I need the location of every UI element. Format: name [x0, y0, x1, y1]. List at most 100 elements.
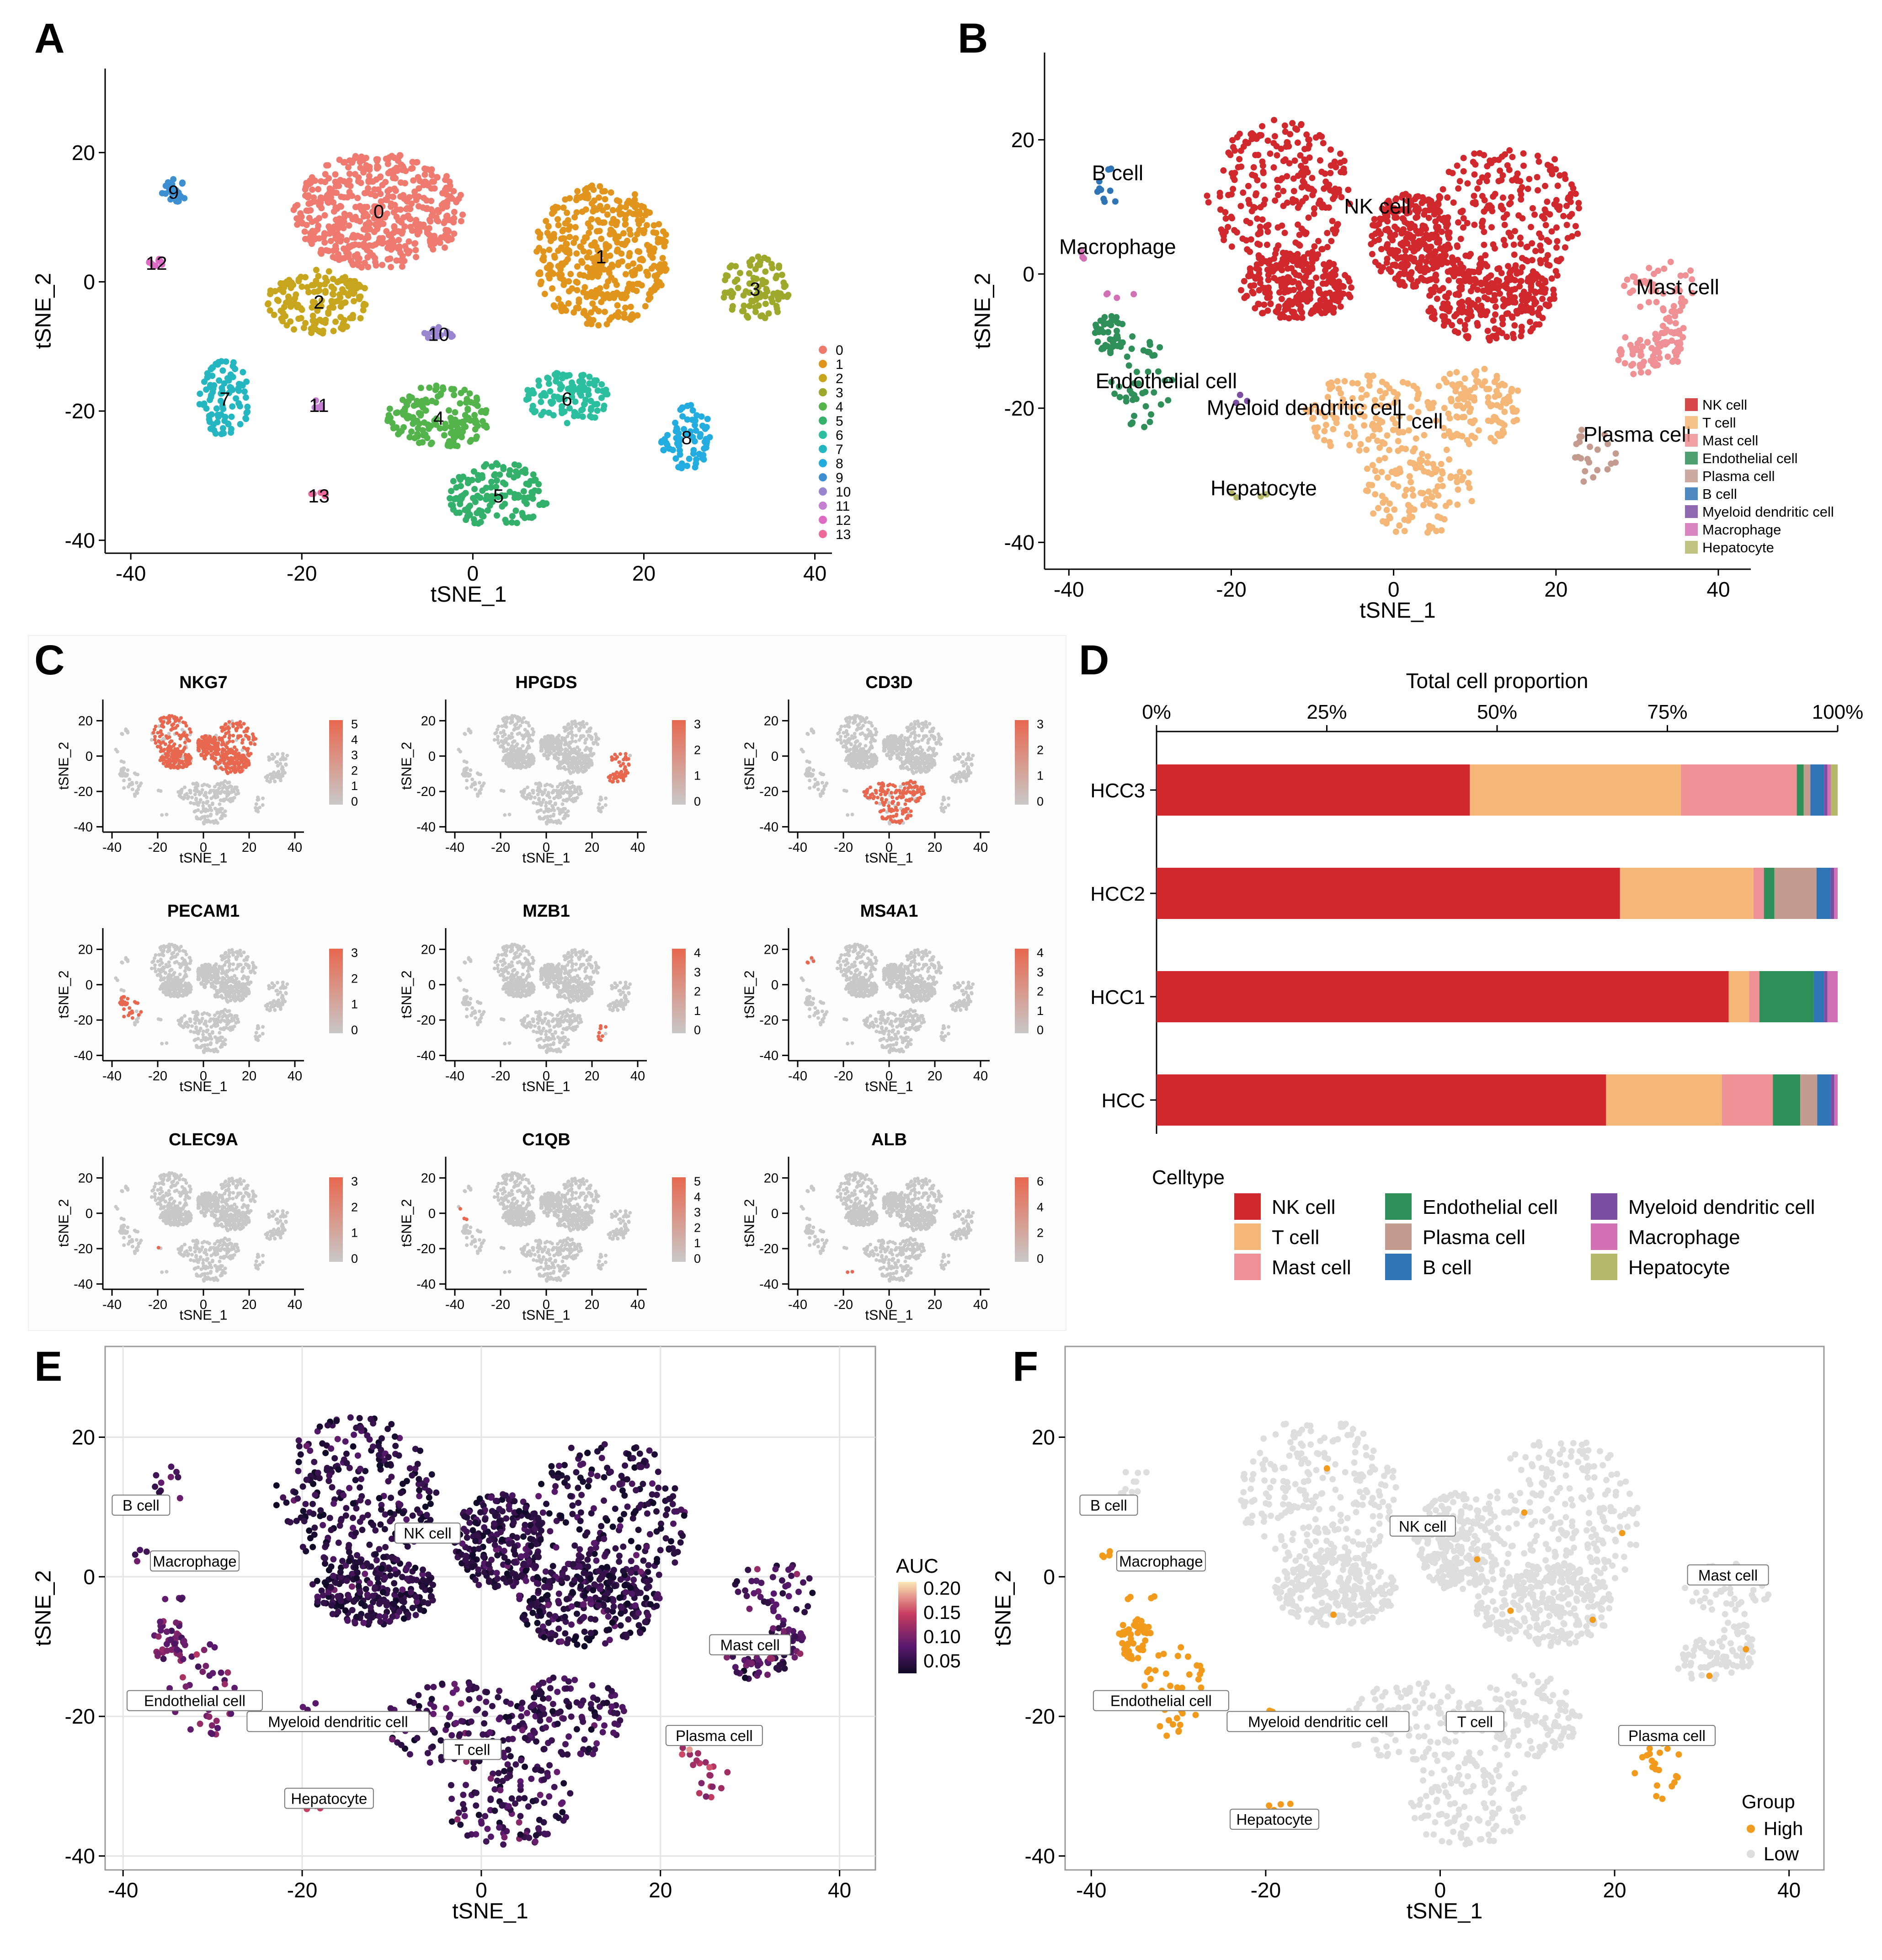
cell-type-label: Endothelial cell	[1096, 369, 1237, 393]
data-point	[402, 243, 409, 250]
data-point	[624, 285, 631, 292]
data-point	[205, 800, 209, 804]
data-point	[415, 203, 422, 210]
data-point	[178, 754, 182, 758]
y-axis-title: tSNE_2	[970, 273, 995, 349]
data-point	[153, 737, 157, 742]
data-point	[1225, 192, 1232, 198]
data-point	[1513, 308, 1520, 315]
data-point	[328, 194, 334, 201]
data-point	[219, 425, 226, 432]
data-point	[1650, 353, 1657, 360]
data-point	[1146, 418, 1153, 425]
data-point	[356, 255, 363, 262]
data-point	[167, 732, 171, 736]
data-point	[1116, 394, 1123, 401]
data-point	[629, 314, 636, 321]
data-point	[602, 386, 609, 393]
data-point	[366, 242, 373, 249]
data-point	[1382, 227, 1389, 234]
data-point	[365, 185, 372, 192]
data-point	[1471, 192, 1477, 199]
data-point	[1411, 461, 1418, 468]
data-point	[1500, 399, 1507, 406]
data-point	[1491, 156, 1498, 163]
data-point	[1369, 422, 1376, 429]
data-point	[445, 407, 452, 414]
data-point	[396, 153, 403, 160]
data-point	[322, 289, 329, 296]
data-point	[1542, 301, 1549, 308]
data-point	[589, 255, 596, 262]
data-point	[1363, 487, 1370, 494]
data-point	[184, 724, 188, 728]
data-point	[376, 205, 383, 212]
data-point	[509, 513, 516, 519]
data-point	[1101, 314, 1108, 320]
data-point	[202, 820, 206, 824]
data-point	[177, 794, 181, 798]
data-point	[1361, 422, 1368, 429]
data-point	[1322, 280, 1329, 287]
data-point	[158, 717, 162, 721]
data-point	[501, 717, 505, 721]
data-point	[1646, 265, 1653, 272]
data-point	[357, 165, 364, 171]
data-point	[227, 780, 231, 785]
data-point	[1574, 230, 1581, 237]
data-point	[496, 727, 499, 732]
data-point	[587, 398, 594, 404]
data-point	[190, 796, 194, 800]
data-point	[235, 381, 242, 387]
data-point	[211, 819, 215, 823]
data-point	[1354, 380, 1361, 387]
data-point	[1401, 528, 1408, 534]
data-point	[1358, 386, 1365, 393]
data-point	[1475, 427, 1482, 434]
data-point	[445, 228, 452, 235]
data-point	[531, 409, 538, 416]
data-point	[1357, 441, 1364, 448]
data-point	[1399, 279, 1406, 286]
data-point	[498, 745, 502, 749]
data-point	[421, 165, 428, 172]
data-point	[1374, 474, 1381, 481]
data-point	[1621, 283, 1628, 289]
data-point	[1408, 276, 1415, 283]
data-point	[366, 173, 373, 179]
data-point	[538, 392, 545, 399]
data-point	[493, 732, 497, 736]
data-point	[464, 396, 470, 402]
data-point	[1309, 175, 1316, 182]
data-point	[1274, 184, 1281, 191]
data-point	[512, 507, 519, 514]
data-point	[563, 307, 570, 314]
data-point	[554, 370, 561, 377]
data-point	[1422, 264, 1429, 271]
data-point	[1468, 300, 1475, 307]
data-point	[662, 231, 669, 238]
y-tick-label: 20	[72, 141, 95, 165]
data-point	[205, 820, 209, 824]
data-point	[1518, 323, 1525, 330]
data-point	[527, 724, 531, 728]
data-point	[354, 232, 361, 239]
data-point	[746, 280, 753, 287]
data-point	[743, 313, 750, 320]
data-point	[371, 215, 378, 222]
data-point	[496, 724, 501, 728]
data-point	[1488, 280, 1495, 287]
legend-swatch	[1685, 416, 1698, 429]
data-point	[1435, 207, 1442, 214]
data-point	[274, 760, 278, 764]
data-point	[1674, 349, 1681, 356]
data-point	[126, 768, 130, 772]
data-points	[1078, 117, 1696, 536]
data-point	[1157, 344, 1163, 351]
data-point	[371, 186, 378, 193]
data-point	[225, 746, 229, 750]
data-point	[1546, 238, 1552, 245]
data-point	[189, 756, 193, 760]
data-point	[650, 262, 657, 269]
data-point	[693, 427, 699, 434]
